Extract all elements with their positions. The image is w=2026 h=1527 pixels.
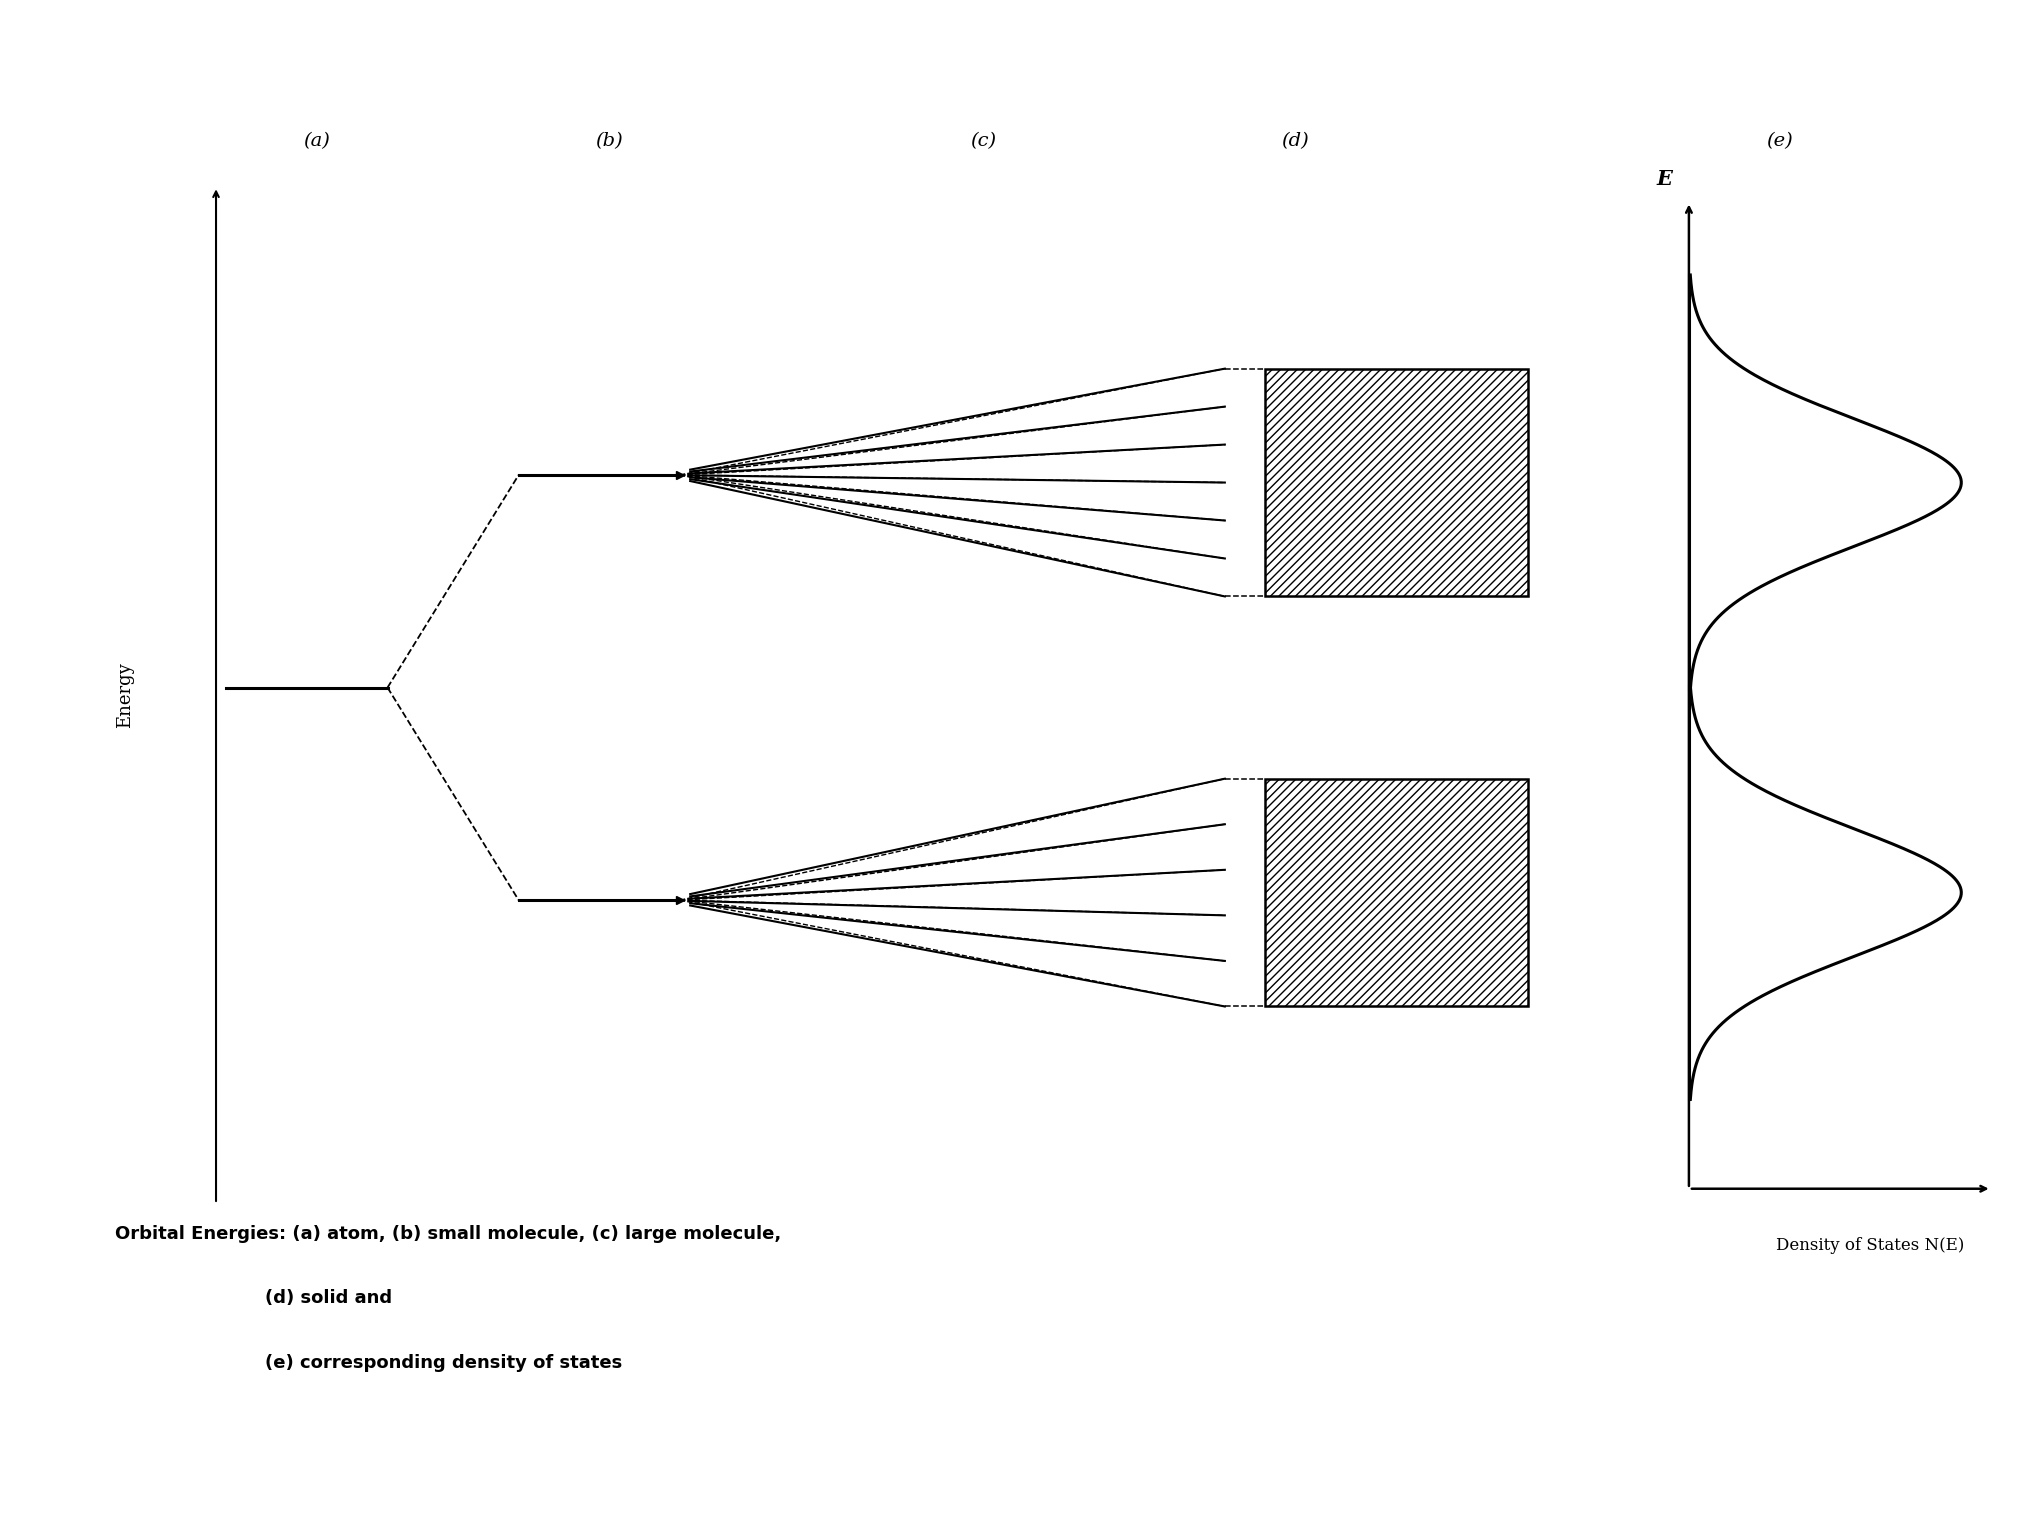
Text: (d) solid and: (d) solid and <box>115 1289 393 1307</box>
Text: (c): (c) <box>970 131 997 150</box>
Text: Energy: Energy <box>115 663 134 728</box>
Text: E: E <box>1657 169 1673 189</box>
Bar <box>1264 368 1528 597</box>
Text: (b): (b) <box>596 131 624 150</box>
Text: (d): (d) <box>1282 131 1309 150</box>
Text: Density of States N(E): Density of States N(E) <box>1777 1237 1965 1254</box>
Text: (e) corresponding density of states: (e) corresponding density of states <box>115 1354 622 1373</box>
Text: (a): (a) <box>304 131 330 150</box>
Text: Orbital Energies: (a) atom, (b) small molecule, (c) large molecule,: Orbital Energies: (a) atom, (b) small mo… <box>115 1225 782 1243</box>
Text: (e): (e) <box>1767 131 1793 150</box>
Bar <box>1264 779 1528 1006</box>
